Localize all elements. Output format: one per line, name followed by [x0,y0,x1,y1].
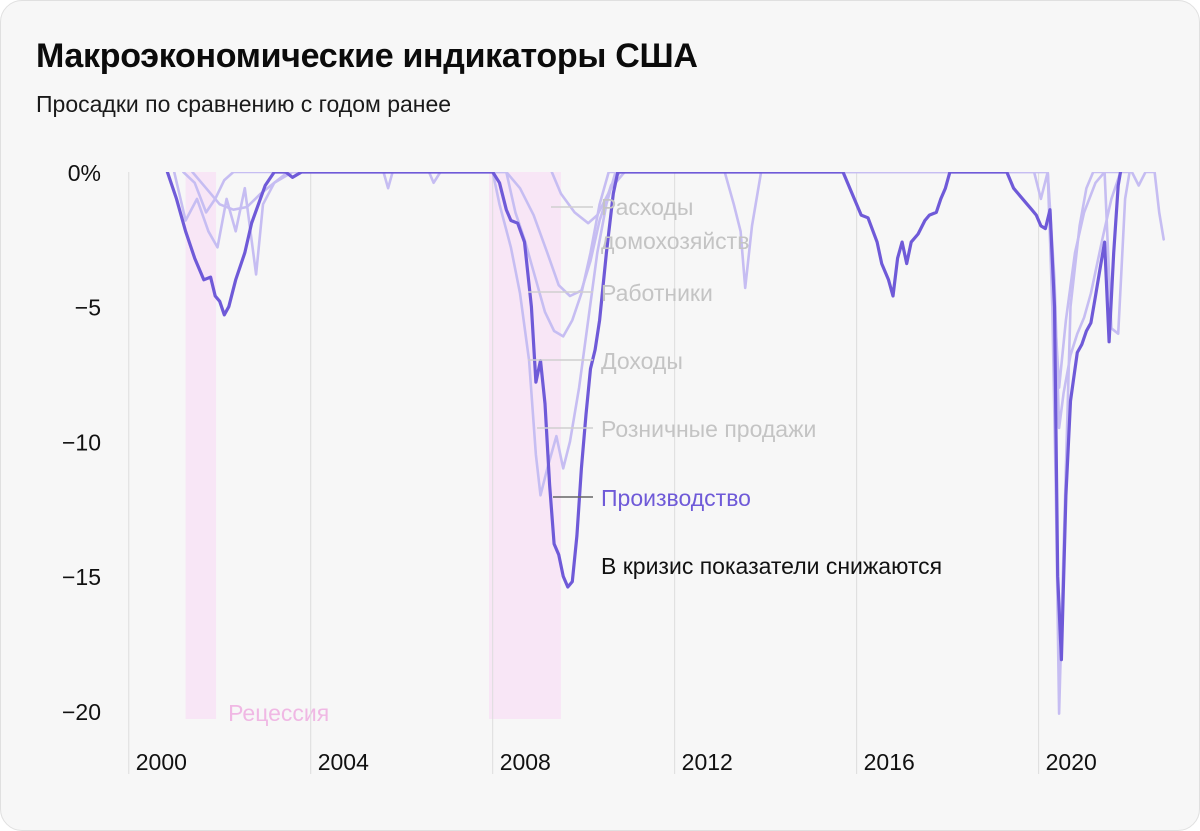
series-line-Доходы [182,172,1131,389]
y-tick-label: −20 [62,699,101,725]
x-tick-label-2016: 2016 [864,749,915,775]
series-lines [165,172,1165,715]
y-tick-label: −15 [62,564,101,590]
recession-label: Рецессия [228,700,329,726]
grid-lines [128,172,1040,774]
series-line-Производство [165,172,1123,662]
axis-ticks: 2000 2004 2008 2012 2016 2020 0% −5 −10 −15 −20 [62,160,1097,775]
y-tick-label: −10 [62,429,101,455]
x-tick-label-2004: 2004 [318,749,369,775]
chart-subtitle: Просадки по сравнению с годом ранее [36,91,452,117]
series-label-Доходы: Доходы [601,348,683,374]
series-line-Розничные продажи [172,172,1165,715]
series-label-Работники: Работники [601,280,713,306]
x-tick-label-2020: 2020 [1046,749,1097,775]
x-tick-label-2012: 2012 [682,749,733,775]
recession-band-0 [185,172,217,719]
series-label-Производство: Производство [601,485,751,511]
y-tick-label: −5 [75,295,101,321]
series-label-Расходы домохозяйств: Расходы домохозяйств [601,194,749,254]
y-tick-label: 0% [68,160,101,186]
annotation-text: В кризис показатели снижаются [601,553,942,579]
series-group [165,172,1165,715]
series-labels: Расходы домохозяйств Работники Доходы Рознич… [528,194,942,579]
x-tick-label-2000: 2000 [136,749,187,775]
chart-title: Макроэкономические индикаторы США [36,37,698,75]
recession-bands: Рецессия [185,172,561,726]
series-label-Розничные продажи: Розничные продажи [601,416,816,442]
x-tick-label-2008: 2008 [500,749,551,775]
